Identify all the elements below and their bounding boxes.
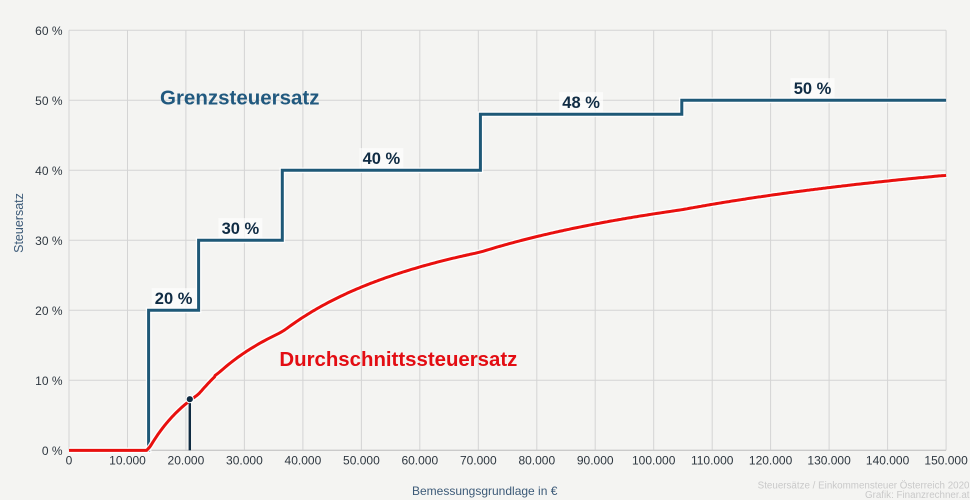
svg-text:30.000: 30.000 [226,454,263,468]
svg-text:50 %: 50 % [794,80,832,98]
svg-text:60.000: 60.000 [401,454,438,468]
svg-text:20.000: 20.000 [168,454,205,468]
svg-text:10.000: 10.000 [109,454,146,468]
svg-text:150.000: 150.000 [924,454,968,468]
svg-text:40.000: 40.000 [285,454,322,468]
svg-text:Steuersätze / Einkommensteuer: Steuersätze / Einkommensteuer Österreich… [758,481,970,492]
svg-text:0 %: 0 % [42,444,63,458]
svg-text:90.000: 90.000 [577,454,614,468]
svg-text:10 %: 10 % [35,374,63,388]
svg-text:Steuersatz: Steuersatz [12,193,26,253]
svg-text:140.000: 140.000 [866,454,910,468]
svg-text:40 %: 40 % [35,164,63,178]
svg-text:50 %: 50 % [35,94,63,108]
svg-text:Durchschnittssteuersatz: Durchschnittssteuersatz [279,349,517,371]
svg-text:30 %: 30 % [222,220,260,238]
svg-text:48 %: 48 % [562,94,600,112]
svg-text:20 %: 20 % [155,290,193,308]
svg-text:0: 0 [66,454,73,468]
svg-text:30 %: 30 % [35,234,63,248]
svg-text:60 %: 60 % [35,24,63,38]
svg-text:80.000: 80.000 [518,454,555,468]
svg-text:Grenzsteuersatz: Grenzsteuersatz [160,87,320,110]
svg-text:110.000: 110.000 [691,454,734,468]
svg-text:100.000: 100.000 [632,454,676,468]
svg-text:Bemessungsgrundlage in €: Bemessungsgrundlage in € [412,484,558,498]
svg-text:40 %: 40 % [363,150,401,168]
svg-text:20 %: 20 % [35,304,63,318]
svg-text:130.000: 130.000 [807,454,851,468]
svg-text:70.000: 70.000 [460,454,497,468]
svg-text:120.000: 120.000 [749,454,793,468]
svg-text:50.000: 50.000 [343,454,380,468]
svg-text:Grafik: Finanzrechner.at: Grafik: Finanzrechner.at [865,490,970,500]
